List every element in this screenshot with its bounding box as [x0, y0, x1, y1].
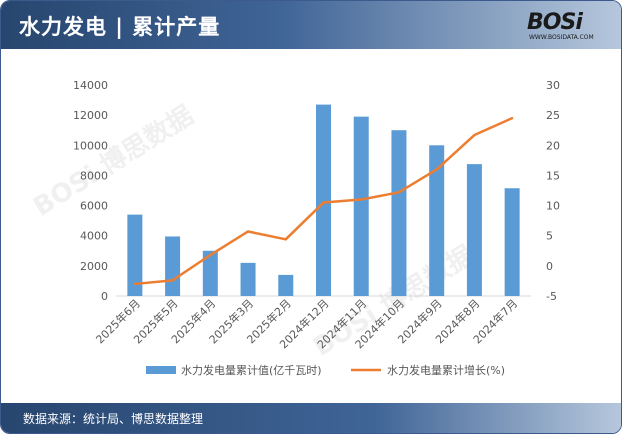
y-left-tick-label: 14000: [73, 79, 108, 92]
line-point: [246, 230, 250, 233]
line-point: [209, 253, 212, 257]
y-right-tick-label: 10: [546, 200, 560, 213]
line-point: [133, 282, 137, 286]
bar: [278, 274, 294, 296]
y-left-tick-label: 8000: [80, 169, 108, 182]
y-right-tick-label: 15: [546, 169, 560, 182]
y-left-tick-label: 10000: [73, 139, 108, 152]
logo-text: BOSi: [527, 10, 583, 35]
y-right-tick-label: 5: [546, 230, 553, 243]
legend-label-line: 水力发电量累计增长(%): [387, 363, 505, 377]
y-right-tick-label: 0: [546, 260, 553, 273]
bar: [202, 250, 218, 296]
bar: [240, 262, 256, 296]
line-point: [171, 279, 174, 282]
y-right-tick-label: -5: [546, 290, 557, 303]
logo-subtext: WWW.BOSIDATA.COM: [529, 34, 594, 41]
line-point: [360, 198, 363, 201]
y-right-tick-label: 20: [546, 139, 560, 152]
legend-label-bars: 水力发电量累计值(亿千瓦时): [181, 363, 322, 377]
y-left-tick-label: 4000: [80, 230, 108, 243]
bar: [127, 214, 143, 296]
line-point: [473, 133, 476, 137]
y-left-tick-label: 12000: [73, 109, 108, 122]
y-right-tick-label: 25: [546, 109, 560, 122]
bar: [316, 104, 331, 296]
legend-swatch-bars: [146, 366, 176, 374]
header-bar: 水力发电 | 累计产量 BOSi WWW.BOSIDATA.COM: [1, 1, 621, 49]
bar: [165, 236, 181, 296]
line-point: [435, 168, 438, 171]
bar: [429, 145, 445, 296]
line-point: [397, 191, 401, 194]
line-point: [322, 201, 325, 204]
footer-bar: 数据来源：统计局、博思数据整理: [1, 403, 621, 433]
bar: [391, 130, 407, 296]
y-left-tick-label: 2000: [80, 260, 108, 273]
line-point: [284, 238, 287, 241]
combo-chart: 0 2000 4000 6000 8000 10000 12000 14000 -5 0 5 10 15…: [73, 79, 560, 377]
chart-title: 水力发电 | 累计产量: [19, 15, 221, 39]
bar: [353, 116, 369, 297]
bar: [504, 188, 520, 296]
line-point: [510, 116, 514, 120]
bar: [466, 164, 482, 296]
y-left-tick-label: 0: [101, 290, 108, 303]
y-right-tick-label: 30: [546, 79, 560, 92]
bosi-logo: BOSi WWW.BOSIDATA.COM: [527, 10, 605, 44]
data-source: 数据来源：统计局、博思数据整理: [23, 412, 204, 426]
y-left-tick-label: 6000: [80, 200, 108, 213]
